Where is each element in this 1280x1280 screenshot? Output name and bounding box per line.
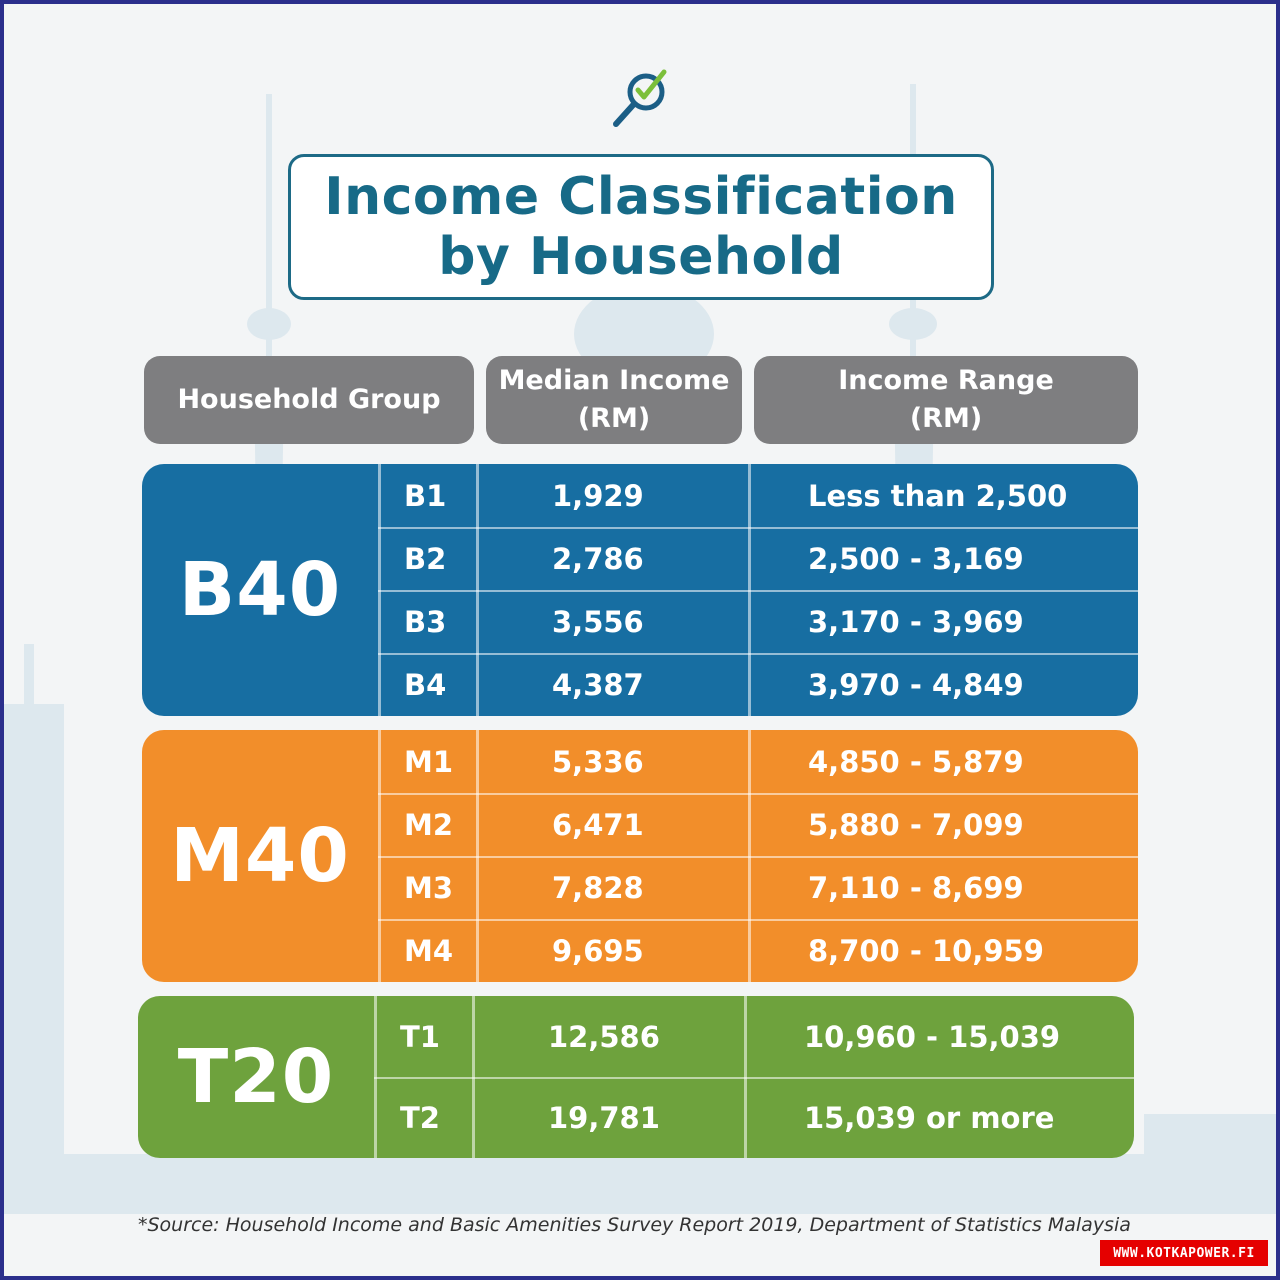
group-block-m40: M40 M1 5,336 4,850 - 5,879 M2 6,471 5,88… <box>142 730 1138 982</box>
table-row: M3 7,828 7,110 - 8,699 <box>378 856 1138 919</box>
subgroup-cell: M4 <box>404 933 454 968</box>
median-income-cell: 12,586 <box>548 1019 660 1054</box>
divider <box>378 919 1138 921</box>
subgroup-cell: M2 <box>404 807 454 842</box>
header-median-line-2: (RM) <box>577 403 651 434</box>
table-row: B1 1,929 Less than 2,500 <box>378 464 1138 527</box>
median-income-cell: 9,695 <box>552 933 644 968</box>
income-range-cell: 3,170 - 3,969 <box>808 604 1024 639</box>
header-income-range: Income Range (RM) <box>754 356 1138 444</box>
median-income-cell: 19,781 <box>548 1100 660 1135</box>
table-row: M1 5,336 4,850 - 5,879 <box>378 730 1138 793</box>
divider <box>378 590 1138 592</box>
income-range-cell: 15,039 or more <box>804 1100 1055 1135</box>
income-range-cell: 3,970 - 4,849 <box>808 667 1024 702</box>
group-block-t20: T20 T1 12,586 10,960 - 15,039 T2 19,781 … <box>138 996 1134 1158</box>
income-range-cell: 7,110 - 8,699 <box>808 870 1024 905</box>
subgroup-cell: B1 <box>404 478 447 513</box>
table-row: B3 3,556 3,170 - 3,969 <box>378 590 1138 653</box>
table-row: T1 12,586 10,960 - 15,039 <box>374 996 1134 1077</box>
divider <box>378 856 1138 858</box>
header-range-line-1: Income Range <box>838 365 1054 396</box>
median-income-cell: 2,786 <box>552 541 644 576</box>
income-range-cell: 10,960 - 15,039 <box>804 1019 1061 1054</box>
subgroup-cell: B4 <box>404 667 447 702</box>
income-range-cell: 2,500 - 3,169 <box>808 541 1024 576</box>
income-range-cell: 5,880 - 7,099 <box>808 807 1024 842</box>
subgroup-cell: B2 <box>404 541 447 576</box>
watermark-badge: WWW.KOTKAPOWER.FI <box>1100 1240 1268 1266</box>
header-range-line-2: (RM) <box>909 403 983 434</box>
income-range-cell: Less than 2,500 <box>808 478 1068 513</box>
header-household-group: Household Group <box>144 356 474 444</box>
divider <box>374 1077 1134 1079</box>
group-block-b40: B40 B1 1,929 Less than 2,500 B2 2,786 2,… <box>142 464 1138 716</box>
median-income-cell: 5,336 <box>552 744 644 779</box>
table-row: M2 6,471 5,880 - 7,099 <box>378 793 1138 856</box>
header-household-group-label: Household Group <box>177 384 441 415</box>
median-income-cell: 7,828 <box>552 870 644 905</box>
subgroup-cell: M1 <box>404 744 454 779</box>
table-row: B4 4,387 3,970 - 4,849 <box>378 653 1138 716</box>
source-note: *Source: Household Income and Basic Amen… <box>138 1214 1131 1236</box>
table-row: T2 19,781 15,039 or more <box>374 1077 1134 1158</box>
subgroup-cell: M3 <box>404 870 454 905</box>
median-income-cell: 4,387 <box>552 667 644 702</box>
header-median-income: Median Income (RM) <box>486 356 742 444</box>
magnifier-check-icon <box>613 69 667 127</box>
divider <box>378 653 1138 655</box>
subgroup-cell: B3 <box>404 604 447 639</box>
group-label-b40: B40 <box>178 547 342 633</box>
income-range-cell: 8,700 - 10,959 <box>808 933 1044 968</box>
group-label-m40: M40 <box>170 813 350 899</box>
city-skyline-background <box>4 84 1276 1214</box>
group-label-t20: T20 <box>177 1034 335 1120</box>
subgroup-cell: T2 <box>400 1100 440 1135</box>
income-range-cell: 4,850 - 5,879 <box>808 744 1024 779</box>
page-title-line-1: Income Classification <box>324 167 958 227</box>
page-title-line-2: by Household <box>438 227 844 287</box>
subgroup-cell: T1 <box>400 1019 440 1054</box>
median-income-cell: 3,556 <box>552 604 644 639</box>
header-median-line-1: Median Income <box>498 365 730 396</box>
median-income-cell: 1,929 <box>552 478 644 513</box>
table-row: M4 9,695 8,700 - 10,959 <box>378 919 1138 982</box>
table-row: B2 2,786 2,500 - 3,169 <box>378 527 1138 590</box>
median-income-cell: 6,471 <box>552 807 644 842</box>
divider <box>378 527 1138 529</box>
title-box: Income Classification by Household <box>288 154 994 300</box>
divider <box>378 793 1138 795</box>
